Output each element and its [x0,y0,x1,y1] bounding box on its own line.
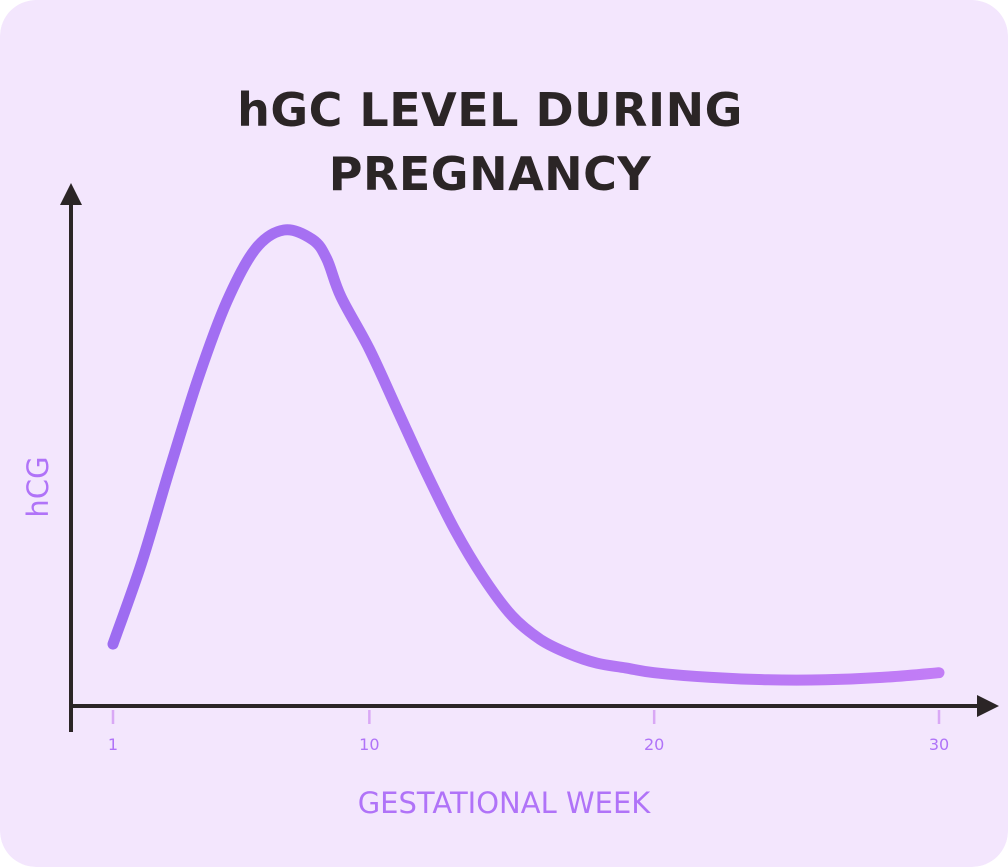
x-tick-label: 10 [359,735,379,754]
x-tick-label: 1 [108,735,118,754]
x-ticks: 1 10 20 30 [108,710,949,754]
y-axis-title: hCG [21,456,55,517]
x-tick-label: 20 [644,735,664,754]
chart-title-line-2: PREGNANCY [329,147,652,201]
x-axis-arrow [977,695,999,717]
axes [60,183,999,732]
y-axis-arrow [60,183,82,205]
x-axis-title: GESTATIONAL WEEK [358,786,652,820]
series-line-hcg [107,224,945,686]
series-curve-group [107,224,945,686]
chart-title-line-1: hGC LEVEL DURING [237,83,743,137]
x-tick-label: 30 [929,735,949,754]
